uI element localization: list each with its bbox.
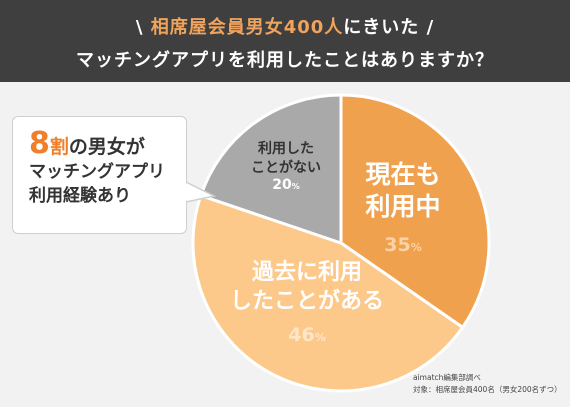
header-slash-right: / (426, 17, 435, 38)
pie-slice-0 (339, 93, 491, 330)
callout-box: 8割の男女が マッチングアプリ 利用経験あり (12, 116, 187, 234)
pie-slice-2 (198, 93, 343, 246)
header-slash-left: \ (135, 17, 144, 38)
callout-number: 8 (29, 126, 50, 161)
header-banner: \ 相席屋会員男女400人にきいた / マッチングアプリを利用したことはあります… (0, 0, 570, 82)
source-line2: 対象：相席屋会員400名（男女200名ずつ） (413, 385, 562, 394)
slice-label-2-1: ことがない (251, 159, 321, 176)
source-line1: aimatch編集部調べ (413, 373, 481, 382)
slice-label-1-0: 過去に利用 (252, 259, 362, 285)
callout-line1: 8割の男女が (29, 129, 174, 160)
slice-label-2-0: 利用した (258, 140, 314, 157)
header-title-rest: にきいた (343, 17, 420, 38)
header-subtitle: マッチングアプリを利用したことはありますか？ (76, 50, 494, 71)
callout-rest: の男女が (68, 136, 145, 158)
callout-line2: マッチングアプリ (29, 162, 165, 182)
callout-line3: 利用経験あり (29, 186, 131, 206)
header-title-accent: 相席屋会員男女400人 (150, 17, 344, 38)
slice-label-0-1: 利用中 (365, 192, 440, 221)
source-note: aimatch編集部調べ 対象：相席屋会員400名（男女200名ずつ） (413, 372, 562, 396)
slice-label-1-1: したことがある (230, 288, 384, 314)
slice-value-1: 46% (288, 324, 325, 346)
header-title: \ 相席屋会員男女400人にきいた / (0, 13, 570, 39)
slice-value-2: 20% (272, 177, 300, 193)
slice-value-0: 35% (384, 234, 421, 256)
pie-slice-1 (191, 193, 465, 393)
callout-tail (186, 181, 216, 203)
callout-unit: 割 (49, 136, 69, 158)
slice-label-0-0: 現在も (365, 160, 440, 189)
